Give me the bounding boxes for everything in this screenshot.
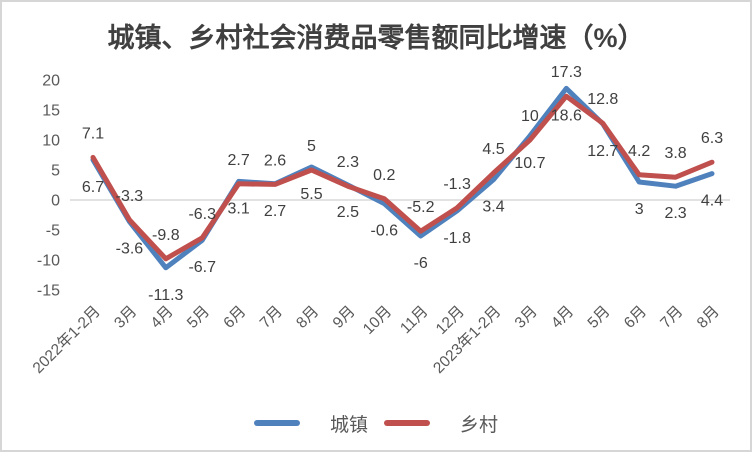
rural-data-label: 3.8 (664, 145, 686, 162)
x-axis-tick-label: 9月 (330, 303, 359, 332)
x-axis-tick-label: 5月 (184, 303, 213, 332)
x-axis-tick-label: 7月 (657, 303, 686, 332)
rural-data-label: -5.2 (407, 199, 435, 216)
y-axis-tick-label: -10 (37, 253, 60, 270)
rural-data-label: 4.5 (482, 141, 504, 158)
x-axis-tick-label: 2022年1-2月 (29, 302, 104, 377)
rural-data-label: 5 (307, 138, 316, 155)
urban-data-label: -11.3 (148, 287, 183, 304)
rural-data-label: -6.3 (188, 206, 216, 223)
urban-series-line (90, 85, 715, 271)
x-axis-tick-label: 10月 (360, 303, 395, 338)
rural-data-label: 2.7 (228, 152, 250, 169)
rural-data-label: -3.3 (116, 188, 144, 205)
rural-data-label: 4.2 (628, 143, 650, 160)
urban-series-label: 城镇 (329, 414, 368, 436)
legend-item-urban: 城镇 (253, 410, 368, 437)
urban-data-label: 10.7 (514, 155, 545, 172)
x-axis-tick-label: 4月 (548, 303, 577, 332)
y-axis-tick-label: 20 (42, 73, 60, 90)
rural-data-label: 10 (521, 108, 539, 125)
rural-data-label: 0.2 (373, 167, 395, 184)
urban-data-label: 4.4 (701, 193, 723, 210)
rural-data-label: -1.3 (443, 176, 471, 193)
rural-data-label: 12.8 (587, 91, 618, 108)
urban-data-label: -6.7 (188, 259, 216, 276)
rural-series-label: 乡村 (460, 414, 499, 436)
y-axis-tick-label: 0 (51, 193, 60, 210)
x-axis-tick-label: 8月 (293, 303, 322, 332)
urban-data-label: 3.1 (228, 200, 250, 217)
urban-data-label: 3.4 (482, 199, 504, 216)
urban-data-label: 12.7 (587, 143, 618, 160)
page-title: 城镇、乡村社会消费品零售额同比增速（%） (107, 23, 645, 53)
urban-data-label: -0.6 (371, 223, 399, 240)
rural-data-label: 17.3 (551, 64, 582, 81)
x-axis-tick-label: 6月 (220, 303, 249, 332)
y-axis-tick-label: 10 (42, 133, 60, 150)
x-axis-tick-label: 8月 (694, 303, 723, 332)
urban-data-label: -6 (414, 255, 428, 272)
x-axis-tick-label: 7月 (257, 303, 286, 332)
y-axis-tick-label: -5 (46, 223, 60, 240)
rural-data-label: -9.8 (152, 227, 180, 244)
y-axis-tick-label: 5 (51, 163, 60, 180)
urban-data-label: 6.7 (82, 179, 104, 196)
urban-data-label: 2.5 (337, 204, 359, 221)
x-axis-tick-label: 5月 (585, 303, 614, 332)
rural-data-label: 6.3 (701, 130, 723, 147)
urban-data-label: -3.6 (116, 241, 144, 258)
x-axis-tick-label: 6月 (621, 303, 650, 332)
x-axis-tick-label: 3月 (512, 303, 541, 332)
urban-data-label: 5.5 (300, 186, 322, 203)
legend: 城镇 乡村 (2, 407, 750, 439)
y-axis-tick-label: -15 (37, 283, 60, 300)
legend-item-rural: 乡村 (384, 410, 498, 437)
x-axis-tick-label: 11月 (397, 303, 431, 337)
rural-data-label: 2.3 (337, 154, 359, 171)
urban-data-label: 2.7 (264, 203, 286, 220)
x-axis-tick-label: 4月 (148, 303, 177, 332)
x-axis-tick-label: 2023年1-2月 (429, 302, 504, 377)
rural-series-swatch (384, 420, 430, 426)
rural-data-label: 7.1 (82, 125, 104, 142)
x-axis-tick-label: 3月 (111, 303, 140, 332)
urban-series-swatch (253, 420, 300, 426)
urban-data-label: 2.3 (664, 205, 686, 222)
urban-data-label: 3 (635, 201, 644, 218)
urban-data-label: 18.6 (551, 107, 582, 124)
y-axis-tick-label: 15 (42, 103, 60, 120)
rural-data-label: 2.6 (264, 152, 286, 169)
urban-data-label: -1.8 (443, 230, 471, 247)
rural-series-line (90, 93, 715, 262)
